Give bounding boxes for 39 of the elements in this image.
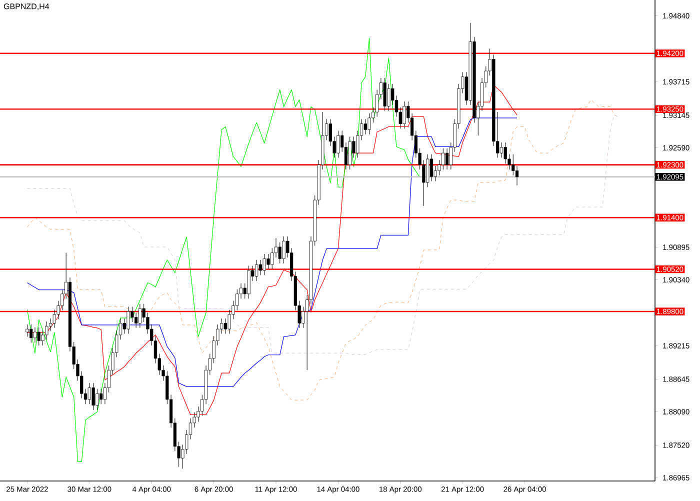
candlestick	[336, 130, 340, 158]
candlestick	[500, 142, 504, 158]
candlestick	[247, 265, 250, 299]
candlestick	[37, 327, 40, 346]
candlestick	[402, 101, 406, 129]
candlestick	[426, 154, 430, 188]
candlestick	[430, 154, 434, 182]
candlestick	[266, 254, 270, 270]
candlestick	[26, 324, 29, 337]
candlestick	[387, 84, 390, 112]
candlestick	[30, 324, 33, 343]
candlestick	[515, 166, 519, 186]
candlestick	[126, 306, 130, 334]
candlestick	[100, 388, 103, 404]
candlestick	[52, 309, 56, 328]
candlestick	[282, 236, 286, 264]
candlestick	[278, 242, 282, 264]
candlestick	[383, 78, 386, 112]
candlestick	[348, 136, 352, 170]
candlestick	[255, 260, 258, 282]
candlestick	[96, 388, 99, 410]
candlestick	[442, 148, 445, 170]
candlestick	[134, 312, 138, 328]
candlestick	[45, 321, 48, 340]
candlestick	[258, 260, 262, 276]
candlestick	[504, 142, 507, 164]
candlestick	[88, 382, 91, 404]
candlestick	[92, 382, 95, 410]
candlestick	[262, 254, 266, 276]
chart-title: GBPNZD,H4	[4, 4, 50, 10]
candlestick	[228, 309, 231, 334]
candlestick	[364, 118, 367, 135]
candlestick	[368, 112, 371, 135]
candlestick	[48, 318, 52, 332]
candlestick	[41, 330, 44, 346]
candlestick	[138, 304, 142, 328]
candlestick	[33, 327, 37, 343]
candlestick	[445, 148, 449, 170]
candlestick	[224, 318, 228, 334]
